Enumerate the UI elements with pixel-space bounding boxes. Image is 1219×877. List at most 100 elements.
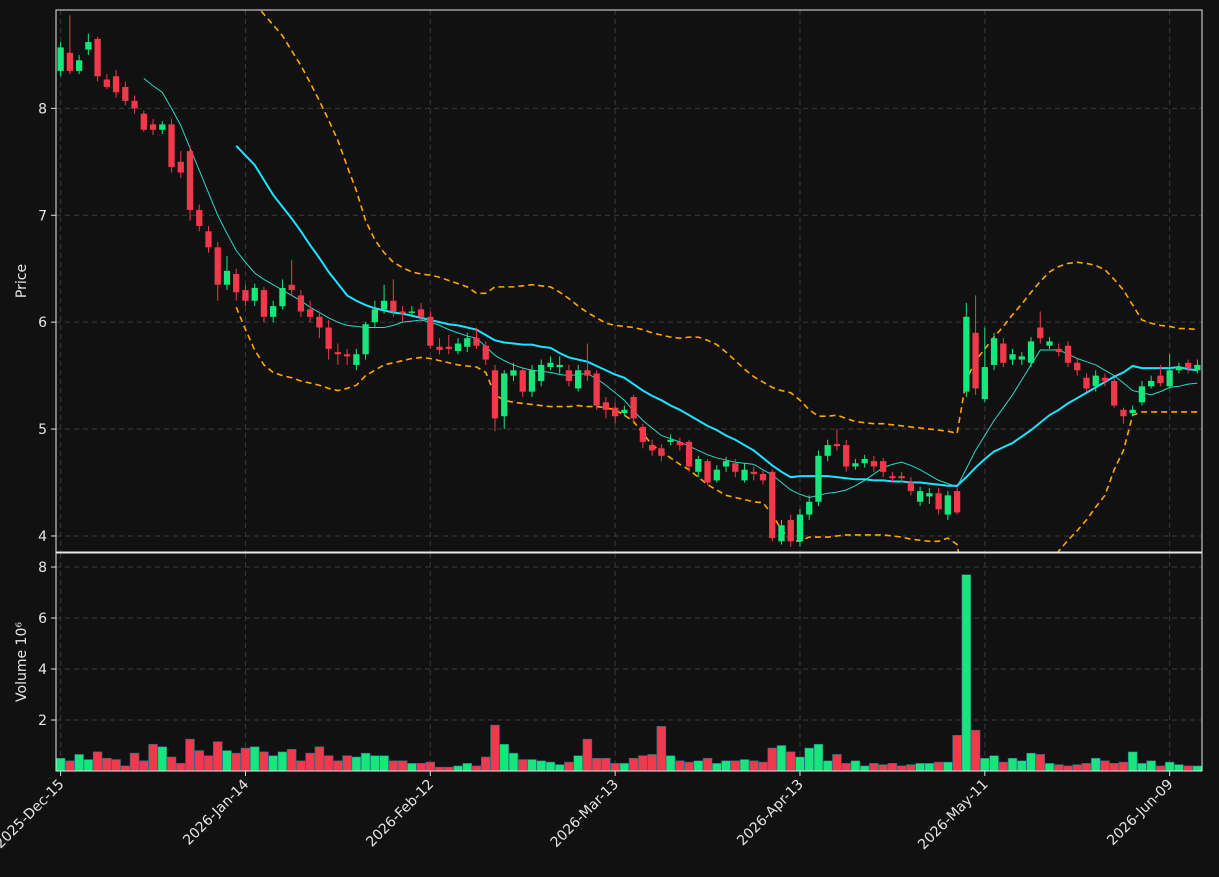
volume-bar xyxy=(906,764,916,771)
volume-bar xyxy=(1174,764,1184,771)
candle-body xyxy=(390,300,397,312)
volume-bar xyxy=(1035,754,1046,771)
candle-body xyxy=(371,309,378,323)
candle-body xyxy=(685,441,693,467)
volume-bar xyxy=(222,750,232,771)
volume-bar xyxy=(749,760,759,771)
volume-frame xyxy=(55,552,1203,772)
candle-body xyxy=(427,316,434,346)
volume-bar xyxy=(1192,765,1202,771)
candle-body xyxy=(149,124,157,130)
candle-body xyxy=(889,476,896,479)
candle-body xyxy=(1166,370,1173,387)
y-tick-label: 5 xyxy=(38,422,47,438)
volume-bar xyxy=(850,760,861,771)
candle-body xyxy=(1018,356,1025,360)
volume-bar xyxy=(785,751,796,771)
volume-bar xyxy=(490,724,500,771)
candle-body xyxy=(732,463,739,472)
volume-bar xyxy=(564,761,574,771)
candle-body xyxy=(565,370,573,381)
volume-bar xyxy=(961,574,972,771)
candle-body xyxy=(870,461,878,467)
candle-body xyxy=(297,295,305,312)
volume-bar xyxy=(434,766,445,771)
candle-body xyxy=(205,231,212,248)
candle-body xyxy=(233,274,240,293)
volume-bar xyxy=(675,760,685,771)
overlay-line xyxy=(259,10,1198,435)
volume-bar xyxy=(924,763,935,771)
volume-bar xyxy=(915,763,925,771)
volume-bar xyxy=(970,729,981,771)
candle-body xyxy=(445,346,452,349)
candle-body xyxy=(1083,377,1090,389)
volume-bar xyxy=(887,763,898,771)
volume-bar xyxy=(351,756,362,771)
y-tick-label: 4 xyxy=(38,662,47,678)
candle-body xyxy=(547,362,554,368)
volume-bar xyxy=(157,746,168,771)
candle-body xyxy=(916,491,924,502)
volume-bar xyxy=(1183,765,1193,771)
volume-bar xyxy=(1109,763,1119,771)
volume-bar xyxy=(83,759,94,771)
volume-bar xyxy=(1007,757,1018,771)
volume-bar xyxy=(980,757,990,771)
volume-axis-label: Volume 10⁶ xyxy=(14,622,30,702)
candle-body xyxy=(168,124,175,168)
candle-body xyxy=(177,161,184,173)
candle-body xyxy=(741,469,748,481)
candle-body xyxy=(861,458,868,464)
candle-body xyxy=(658,448,665,456)
candle-body xyxy=(140,113,147,130)
volume-bar xyxy=(92,751,103,771)
volume-bar xyxy=(896,765,907,771)
volume-bar xyxy=(286,749,297,771)
candle-body xyxy=(436,346,443,350)
candle-body xyxy=(1009,354,1016,360)
candle-body xyxy=(131,100,138,109)
candle-body xyxy=(279,287,286,307)
y-tick-label: 8 xyxy=(38,101,47,117)
volume-bar xyxy=(591,757,602,771)
volume-bar xyxy=(259,751,269,771)
candle-body xyxy=(408,311,415,313)
candle-body xyxy=(75,60,83,71)
candle-body xyxy=(584,370,591,376)
candle-body xyxy=(704,461,711,483)
candle-body xyxy=(972,332,979,389)
volume-bar xyxy=(1100,760,1110,771)
candle-body xyxy=(528,370,536,392)
candle-body xyxy=(630,396,637,419)
volume-bar xyxy=(647,754,657,771)
volume-bar xyxy=(444,766,454,771)
candle-body xyxy=(944,495,951,515)
volume-bar xyxy=(1044,763,1055,771)
y-tick-label: 4 xyxy=(38,529,47,545)
volume-bar xyxy=(471,765,482,771)
candle-body xyxy=(362,324,369,355)
y-tick-label: 2 xyxy=(38,713,47,729)
volume-bar xyxy=(1118,761,1129,771)
volume-bar xyxy=(102,757,112,771)
volume-bar xyxy=(453,765,463,771)
volume-bar xyxy=(249,746,260,771)
volume-bar xyxy=(277,751,288,771)
candle-body xyxy=(251,287,258,301)
candle-body xyxy=(1027,341,1035,363)
candle-body xyxy=(270,306,277,317)
candle-body xyxy=(880,461,887,472)
candle-body xyxy=(1000,343,1007,363)
volume-bar xyxy=(702,757,713,771)
candle-body xyxy=(1074,362,1081,371)
volume-bar xyxy=(989,755,999,771)
volume-bar xyxy=(730,760,741,771)
candle-body xyxy=(1037,327,1044,339)
candle-body xyxy=(852,463,859,467)
candle-body xyxy=(575,370,582,389)
volume-bar xyxy=(56,757,66,771)
candle-body xyxy=(112,76,120,93)
